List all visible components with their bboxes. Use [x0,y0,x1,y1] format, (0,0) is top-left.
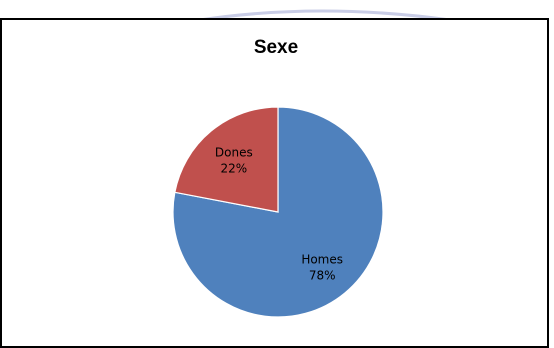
slice-percent-dones: 22% [220,162,247,176]
background-decoration [199,9,451,22]
pie-chart: Sexe Homes 78% Dones 22% [172,37,384,318]
background-slide-heading [0,0,554,24]
slice-label-homes: Homes [301,252,343,266]
pie-slice-dones [174,106,279,213]
slice-label-dones: Dones [215,146,253,160]
pie-slices [172,106,384,318]
pie-labels: Homes 78% Dones 22% [215,146,343,283]
chart-title: Sexe [254,37,298,58]
slice-percent-homes: 78% [309,268,336,282]
